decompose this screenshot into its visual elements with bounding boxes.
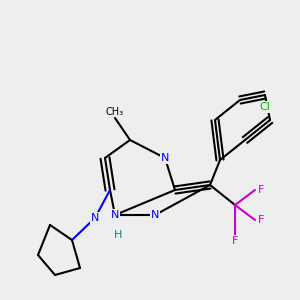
Text: F: F (258, 215, 264, 225)
Text: CH₃: CH₃ (106, 107, 124, 117)
Text: F: F (232, 236, 238, 246)
Text: N: N (151, 210, 159, 220)
Text: H: H (114, 230, 122, 240)
Text: N: N (111, 210, 119, 220)
Text: N: N (161, 153, 169, 163)
Text: N: N (91, 213, 99, 223)
Text: F: F (258, 185, 264, 195)
Text: Cl: Cl (260, 102, 270, 112)
